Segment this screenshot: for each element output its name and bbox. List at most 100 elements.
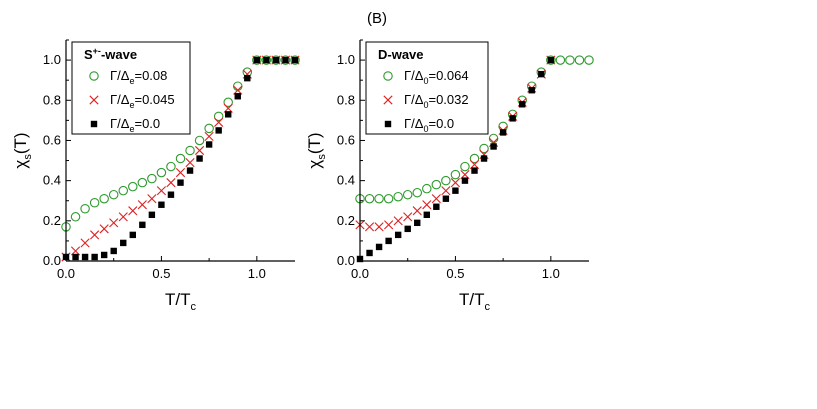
data-point <box>271 55 281 65</box>
data-point <box>185 157 195 168</box>
data-point <box>128 206 138 216</box>
data-point <box>99 193 109 204</box>
data-point <box>137 177 148 188</box>
data-point <box>431 194 441 204</box>
legend-marker <box>383 71 393 81</box>
x-tick-label: 1.0 <box>248 266 266 281</box>
y-tick-label: 0.0 <box>43 253 61 268</box>
data-point <box>364 193 375 204</box>
legend-marker <box>384 120 392 128</box>
data-point <box>538 70 545 78</box>
panel-s-wave: 0.0 0.5 1.0 0.0 0.2 0.4 0.6 0.8 1.0 T/Tc χs(T) S+--… <box>11 39 300 313</box>
y-tick-label: 0.6 <box>337 132 355 147</box>
data-point <box>403 212 413 222</box>
data-point <box>393 216 403 226</box>
data-point <box>272 56 280 64</box>
data-point <box>546 55 556 65</box>
data-point <box>91 253 98 261</box>
data-point <box>441 186 451 196</box>
data-point <box>402 189 413 200</box>
data-point <box>442 195 450 202</box>
y-tick-label: 0.4 <box>43 173 61 188</box>
data-point <box>137 200 147 210</box>
data-point <box>90 230 100 240</box>
data-point <box>374 222 384 232</box>
data-point <box>129 231 136 239</box>
data-point <box>167 191 175 198</box>
data-point <box>185 145 195 156</box>
data-point <box>574 55 585 65</box>
y-tick-label: 0.8 <box>43 92 61 107</box>
data-point <box>433 203 440 210</box>
data-point <box>282 56 289 64</box>
y-tick-label: 1.0 <box>337 52 355 67</box>
data-point <box>252 55 262 65</box>
data-point <box>99 224 109 234</box>
data-point <box>460 161 470 172</box>
legend-entry-label: Γ/Δ0=0.0 <box>404 116 454 134</box>
data-point <box>186 167 194 174</box>
data-point <box>194 145 205 156</box>
data-point <box>204 131 214 142</box>
data-point <box>225 111 232 118</box>
panel-label: (B) <box>367 10 387 27</box>
y-axis-label: χs(T) <box>11 132 34 168</box>
data-point <box>196 155 203 162</box>
data-point <box>488 133 499 144</box>
data-point <box>177 179 184 186</box>
data-point <box>156 186 167 196</box>
data-point <box>469 159 480 170</box>
data-point <box>213 111 224 122</box>
data-point <box>412 187 422 198</box>
data-point <box>175 153 186 164</box>
data-point <box>461 177 469 184</box>
legend-entry-label: Γ/Δ0=0.032 <box>404 92 469 110</box>
legend-box <box>71 41 191 135</box>
data-point <box>384 220 394 230</box>
panel-d-wave: (B) 0.0 0.5 1.0 0.0 0.2 0.4 0.6 0.8 1.0 T/Tc χs(T) D… <box>305 10 594 313</box>
data-point <box>452 187 459 194</box>
data-point <box>423 211 430 218</box>
data-point <box>374 193 384 204</box>
y-tick-label: 0.2 <box>337 213 355 228</box>
data-point <box>215 127 222 134</box>
data-point <box>460 170 470 180</box>
data-point <box>253 56 261 64</box>
legend-marker <box>89 95 99 105</box>
legend: S+--wave Γ/Δe=0.08 Γ/Δe=0.045 Γ/Δe=0.0 <box>71 41 191 135</box>
data-point <box>148 211 156 218</box>
legend-entry-label: Γ/Δe=0.08 <box>110 68 167 86</box>
data-point <box>233 85 243 95</box>
legend-marker <box>89 71 99 81</box>
data-point <box>366 249 373 257</box>
data-point <box>385 237 392 245</box>
data-point <box>383 193 394 204</box>
data-point <box>263 56 270 64</box>
legend-box <box>365 41 489 135</box>
data-point <box>422 183 432 194</box>
data-point <box>490 143 497 150</box>
data-point <box>156 167 167 178</box>
data-point <box>70 212 81 222</box>
data-point <box>291 56 299 64</box>
x-tick-label: 0.5 <box>446 266 464 281</box>
data-point <box>412 206 422 216</box>
data-point <box>204 123 214 134</box>
data-point <box>72 253 79 261</box>
x-tick-label: 0.0 <box>57 266 75 281</box>
data-point <box>394 231 402 239</box>
data-point <box>555 55 566 65</box>
data-point <box>89 197 100 208</box>
data-point <box>509 115 516 122</box>
data-point <box>234 93 241 100</box>
y-tick-label: 1.0 <box>43 52 61 67</box>
x-axis-label: T/Tc <box>165 290 197 313</box>
x-axis-label: T/Tc <box>459 290 491 313</box>
data-point <box>393 191 403 202</box>
legend-title: D-wave <box>378 47 424 62</box>
data-point <box>547 56 555 64</box>
y-axis-label: χs(T) <box>305 132 328 168</box>
data-point <box>414 219 421 227</box>
data-point <box>422 200 432 210</box>
legend-marker <box>383 95 393 105</box>
